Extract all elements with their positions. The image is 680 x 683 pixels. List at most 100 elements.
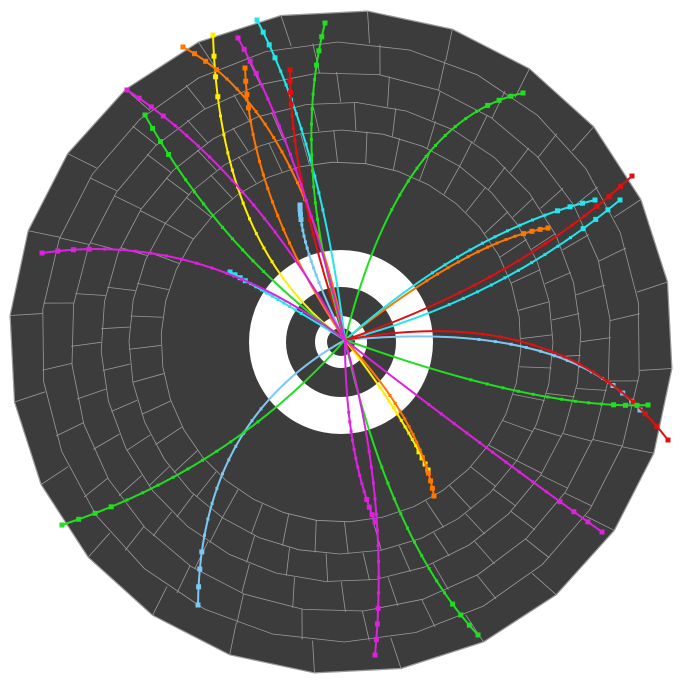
track-hit	[587, 401, 591, 405]
track-hit	[287, 67, 293, 73]
track-hit	[222, 133, 226, 137]
grid-segment	[113, 195, 142, 210]
track-hit	[427, 403, 431, 406]
track-hit	[310, 122, 313, 126]
grid-segment	[531, 572, 557, 596]
track-hit	[186, 467, 190, 471]
track-hit	[199, 549, 205, 555]
grid-segment	[196, 149, 217, 171]
track-green-down-left	[59, 339, 346, 528]
track-hit	[410, 437, 414, 441]
track-hit	[298, 217, 304, 222]
track-hit	[418, 448, 422, 452]
track-hit	[642, 411, 648, 417]
grid-segment	[285, 547, 290, 576]
grid-segment	[387, 577, 399, 607]
track-hit	[552, 354, 556, 358]
track-cyan-right	[344, 197, 598, 341]
track-hit	[456, 260, 460, 264]
track-hit	[39, 250, 45, 256]
track-hit	[211, 214, 215, 218]
track-hit	[185, 134, 189, 138]
track-hit	[244, 92, 250, 97]
track-hit	[210, 32, 216, 38]
track-hit	[210, 266, 214, 270]
grid-segment	[459, 140, 473, 167]
track-hit	[215, 486, 219, 490]
track-hit	[280, 150, 284, 154]
track-hit	[288, 101, 294, 107]
track-hit	[480, 332, 484, 336]
track-hit	[265, 291, 269, 295]
track-hit	[349, 429, 353, 433]
grid-segment	[238, 156, 257, 184]
grid-segment	[510, 511, 536, 531]
track-hit	[241, 201, 245, 205]
grid-segment	[236, 593, 244, 624]
track-hit	[415, 166, 419, 170]
track-hit	[192, 51, 197, 57]
grid-segment	[474, 541, 495, 565]
track-hit	[272, 136, 276, 139]
track-hit	[150, 125, 156, 131]
track-green-up	[309, 20, 346, 341]
track-hit	[393, 401, 397, 405]
track-hit	[387, 399, 391, 403]
track-hit	[364, 497, 370, 502]
grid-segment	[470, 466, 497, 488]
track-hit	[299, 312, 303, 315]
grid-segment	[518, 301, 550, 311]
track-hit	[180, 257, 184, 261]
track-hit	[416, 449, 422, 455]
track-hit	[468, 248, 472, 252]
grid-segment	[83, 477, 109, 498]
grid-segment	[426, 121, 436, 149]
track-hit	[259, 407, 263, 411]
track-hit	[599, 402, 603, 406]
track-hit	[592, 370, 596, 374]
grid-segment	[443, 166, 461, 195]
track-hit	[175, 165, 179, 169]
track-hit	[478, 441, 482, 445]
grid-segment	[519, 366, 552, 369]
track-hit	[195, 261, 199, 265]
track-hit	[619, 389, 622, 393]
track-hit	[240, 277, 244, 281]
track-hit	[71, 247, 76, 253]
grid-segment	[132, 373, 164, 383]
track-hit	[557, 232, 561, 236]
track-hit	[531, 392, 535, 396]
track-hit	[309, 259, 313, 263]
track-hit	[221, 472, 224, 476]
track-hit	[547, 348, 551, 352]
track-hit	[388, 394, 392, 397]
track-hit	[506, 229, 509, 233]
track-hit	[537, 226, 543, 232]
track-hit	[518, 223, 522, 227]
grid-segment	[387, 76, 390, 107]
track-hit	[271, 200, 274, 204]
grid-segment	[622, 446, 654, 454]
track-hit	[556, 244, 560, 248]
track-hit	[509, 342, 513, 346]
grid-segment	[75, 293, 106, 296]
grid-segment	[390, 637, 402, 669]
grid-segment	[573, 186, 599, 207]
track-hit	[226, 151, 230, 155]
track-hit	[447, 303, 451, 307]
grid-segment	[129, 345, 162, 350]
track-hit	[295, 151, 299, 155]
grid-segment	[292, 577, 295, 608]
track-hit	[282, 301, 286, 305]
grid-segment	[365, 131, 368, 164]
track-hit	[310, 107, 314, 111]
grid-segment	[42, 363, 72, 371]
track-hit	[241, 248, 245, 252]
track-hit	[299, 183, 303, 187]
track-hit	[354, 456, 358, 460]
track-hit	[516, 389, 520, 393]
track-magenta-down	[344, 339, 378, 525]
track-hit	[452, 421, 456, 425]
grid-segment	[562, 433, 593, 442]
track-hit	[203, 533, 206, 537]
